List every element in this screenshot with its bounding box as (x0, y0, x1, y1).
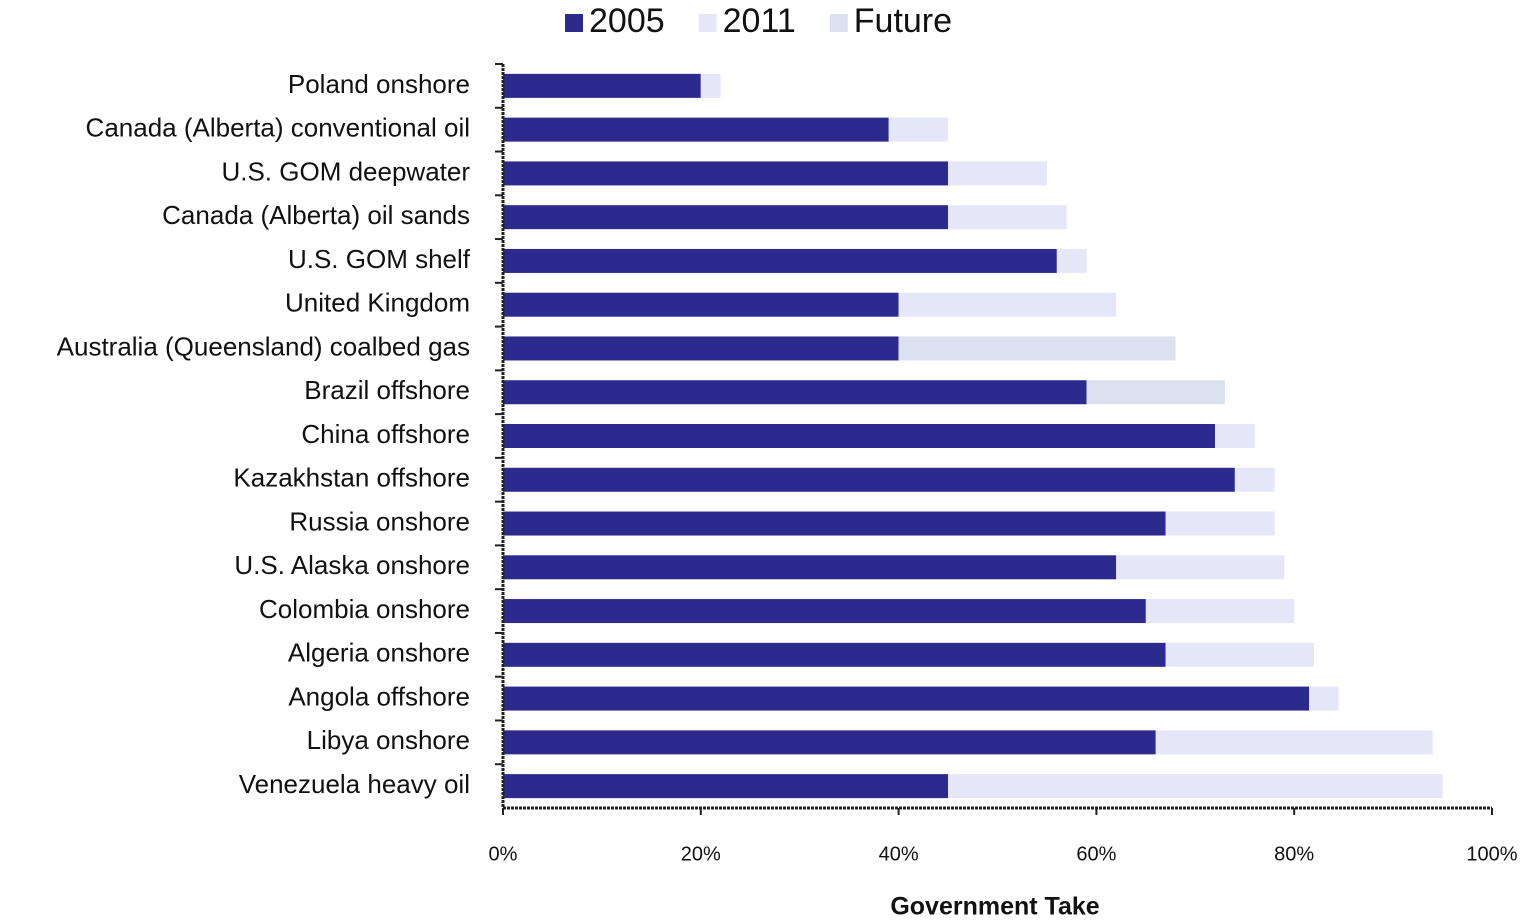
bar-segment (888, 117, 949, 142)
bar-segment (503, 73, 701, 98)
x-tick-label: 80% (1274, 843, 1314, 865)
bar-segment (503, 161, 949, 186)
y-tick-label: Angola offshore (288, 681, 470, 711)
x-axis-label: Government Take (890, 893, 1099, 921)
bar-segment (1086, 380, 1225, 405)
bar-segment (700, 73, 721, 98)
bar-segment (503, 467, 1235, 492)
bar-segment (503, 424, 1216, 448)
y-tick-label: Libya onshore (307, 725, 470, 755)
bar-segment (948, 205, 1067, 230)
bar-segment (1165, 511, 1275, 536)
y-tick-label: Brazil offshore (304, 375, 470, 405)
bar-segment (1309, 686, 1339, 711)
bar-segment (898, 292, 1117, 317)
bar-segment (503, 774, 949, 799)
bar-segment (503, 380, 1087, 405)
legend-swatch (829, 14, 848, 32)
y-tick-label: U.S. Alaska onshore (234, 550, 470, 580)
bar-segment (503, 730, 1156, 755)
legend-label: 2005 (589, 2, 665, 40)
bar-segment (503, 205, 949, 230)
y-tick-label: Venezuela heavy oil (239, 769, 470, 799)
y-tick-label: United Kingdom (285, 288, 470, 318)
bar-segment (1145, 599, 1295, 624)
y-tick-label: U.S. GOM deepwater (221, 156, 470, 186)
y-tick-label: Colombia onshore (259, 594, 470, 624)
y-tick-label: Canada (Alberta) conventional oil (86, 113, 470, 143)
bar-segment (1165, 642, 1314, 667)
y-tick-label: U.S. GOM shelf (288, 244, 471, 274)
bar-segment (948, 161, 1047, 186)
y-tick-label: China offshore (301, 419, 470, 449)
bar-segment (1215, 424, 1255, 448)
y-tick-label: Canada (Alberta) oil sands (162, 200, 470, 230)
bar-segment (503, 511, 1166, 536)
bar-segment (503, 686, 1310, 711)
bar-segment (1234, 467, 1275, 492)
x-tick-label: 0% (489, 843, 518, 865)
bar-segment (503, 292, 899, 317)
x-tick-label: 100% (1466, 843, 1517, 865)
bar-segment (1056, 248, 1087, 273)
x-tick-label: 20% (681, 843, 721, 865)
bar-segment (503, 599, 1146, 624)
y-tick-label: Algeria onshore (288, 638, 470, 668)
legend-label: 2011 (723, 2, 796, 40)
legend-label: Future (854, 2, 952, 40)
bar-segment (503, 117, 889, 142)
bar-segment (503, 642, 1166, 667)
bar-segment (1155, 730, 1433, 755)
bar-segment (503, 555, 1117, 580)
bar-segment (503, 336, 899, 361)
y-tick-label: Russia onshore (289, 506, 470, 536)
y-tick-label: Kazakhstan offshore (233, 463, 470, 493)
y-tick-label: Australia (Queensland) coalbed gas (57, 331, 470, 361)
bar-segment (948, 774, 1443, 799)
bar-segment (503, 248, 1057, 273)
legend-swatch (565, 14, 583, 32)
bar-segment (898, 336, 1176, 361)
y-tick-label: Poland onshore (288, 69, 470, 99)
legend-swatch (698, 14, 717, 32)
x-tick-label: 60% (1076, 843, 1116, 865)
bar-segment (1116, 555, 1285, 580)
x-tick-label: 40% (879, 843, 919, 865)
